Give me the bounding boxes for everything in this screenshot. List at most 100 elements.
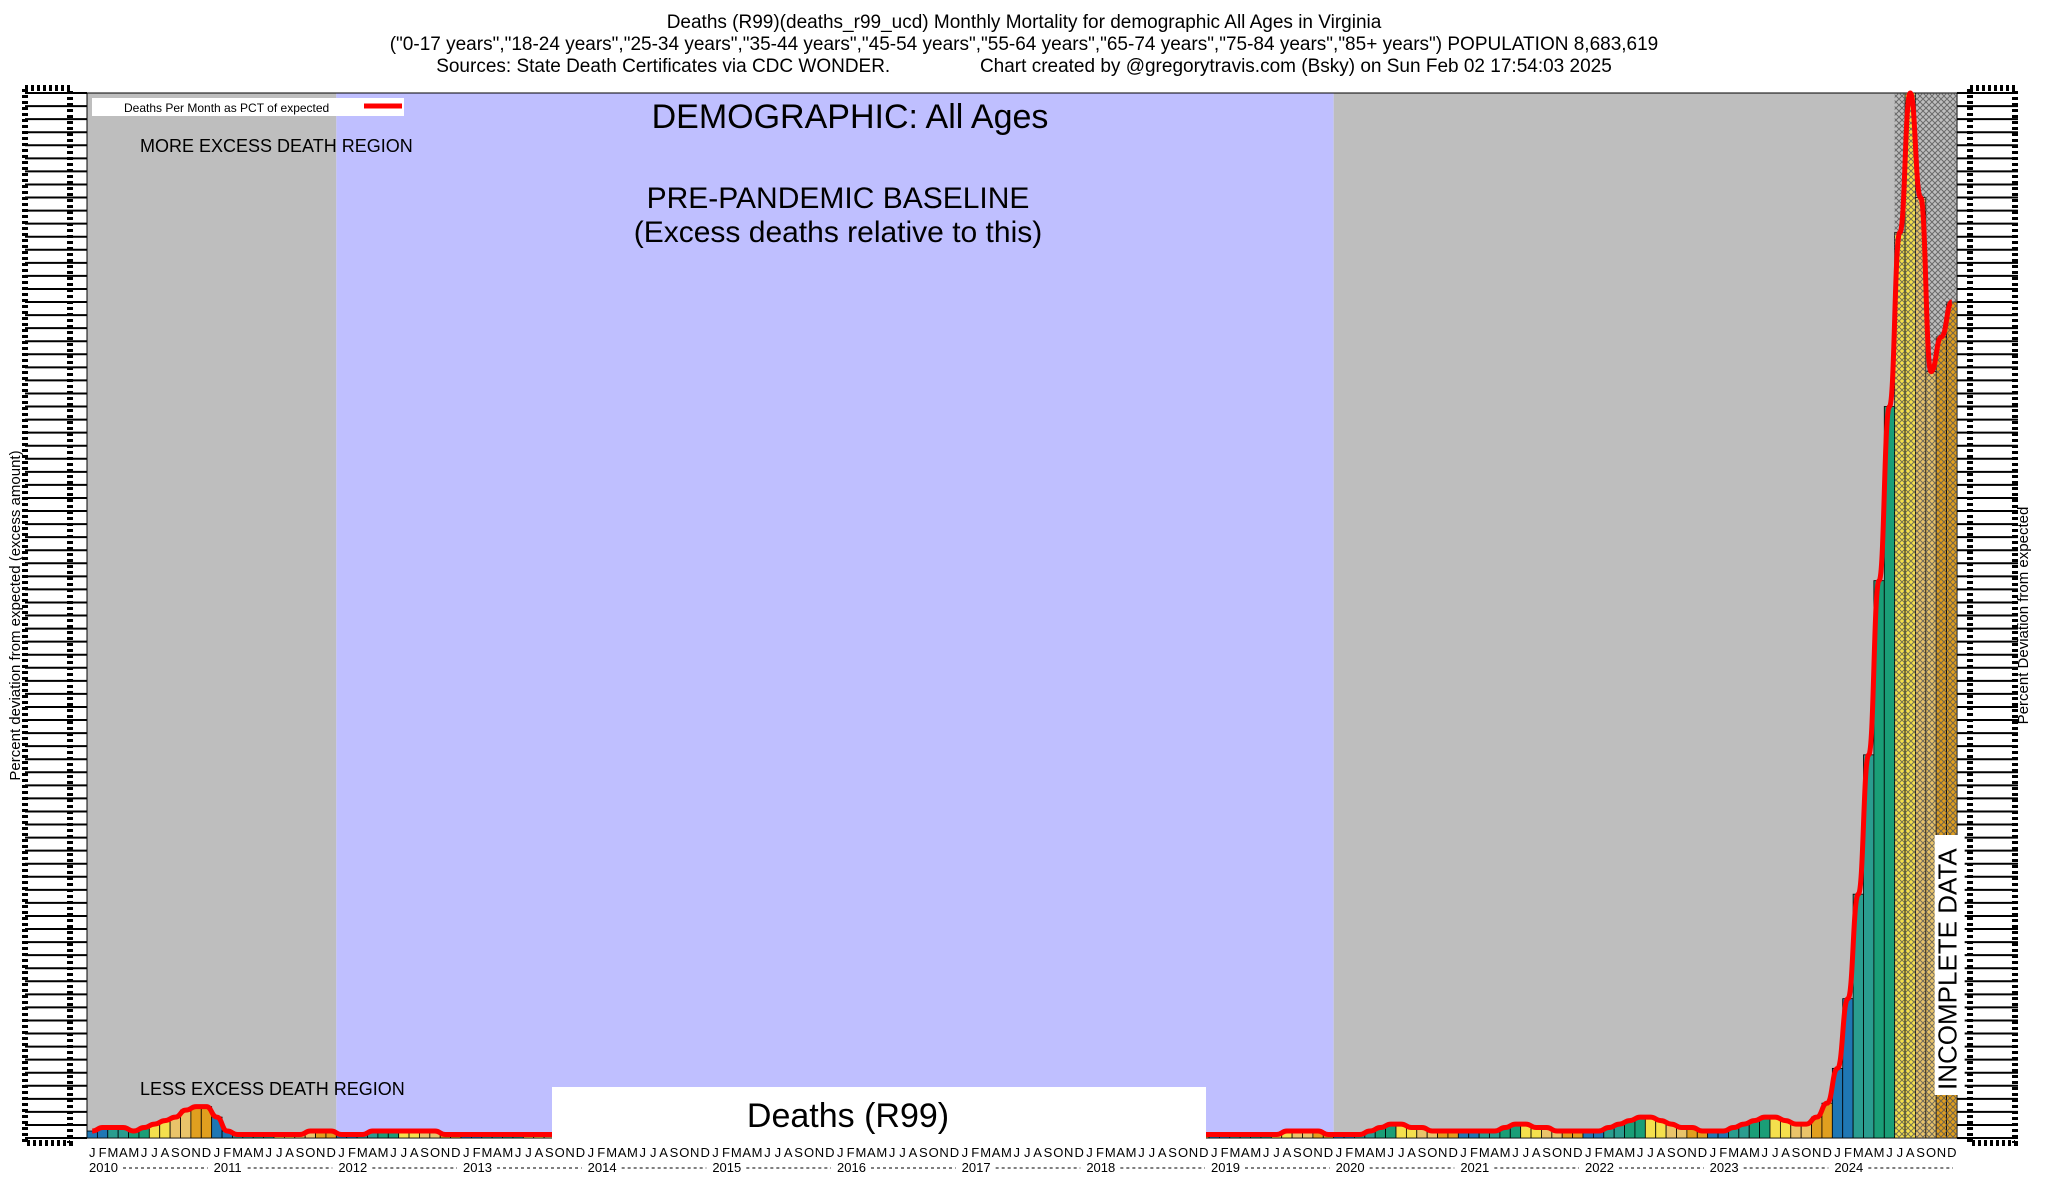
month-tick-label: J	[1149, 1145, 1156, 1160]
month-tick-label: O	[1427, 1145, 1437, 1160]
pre-baseline-region	[87, 93, 337, 1138]
month-tick-label: S	[420, 1145, 429, 1160]
month-tick-label: J	[1460, 1145, 1467, 1160]
month-tick-label: A	[1241, 1145, 1250, 1160]
month-tick-label: S	[1916, 1145, 1925, 1160]
month-tick-label: N	[565, 1145, 574, 1160]
month-tick-label: D	[576, 1145, 585, 1160]
month-tick-label: M	[1749, 1145, 1760, 1160]
month-tick-label: J	[401, 1145, 408, 1160]
month-tick-label: A	[368, 1145, 377, 1160]
left-axis	[22, 85, 87, 1146]
month-tick-label: D	[1947, 1145, 1956, 1160]
month-tick-label: N	[1064, 1145, 1073, 1160]
month-tick-label: O	[1178, 1145, 1188, 1160]
year-tick-label: 2016	[837, 1160, 866, 1175]
month-tick-label: D	[1074, 1145, 1083, 1160]
year-tick-label: 2011	[214, 1160, 242, 1175]
month-tick-label: D	[825, 1145, 834, 1160]
y-axis-title-left: Percent deviation from expected (excess …	[7, 450, 24, 780]
month-tick-label: N	[690, 1145, 699, 1160]
month-tick-label: S	[919, 1145, 928, 1160]
month-tick-label: A	[784, 1145, 793, 1160]
year-tick-label: 2019	[1211, 1160, 1240, 1175]
month-tick-label: J	[1273, 1145, 1280, 1160]
month-tick-label: O	[804, 1145, 814, 1160]
baseline-sublabel: (Excess deaths relative to this)	[634, 216, 1043, 249]
month-tick-label: S	[1418, 1145, 1427, 1160]
month-tick-label: M	[1354, 1145, 1365, 1160]
bar	[190, 1106, 202, 1139]
month-tick-label: M	[1230, 1145, 1241, 1160]
month-tick-label: A	[161, 1145, 170, 1160]
month-tick-label: J	[1772, 1145, 1779, 1160]
month-tick-label: F	[348, 1145, 356, 1160]
month-tick-label: A	[867, 1145, 876, 1160]
month-tick-label: M	[357, 1145, 368, 1160]
legend-box	[92, 98, 404, 116]
month-tick-label: M	[1728, 1145, 1739, 1160]
bottom-label: Deaths (R99)	[747, 1097, 949, 1135]
month-tick-label: M	[876, 1145, 887, 1160]
year-tick-label: 2010	[89, 1160, 118, 1175]
month-tick-label: O	[1677, 1145, 1687, 1160]
month-tick-label: J	[1398, 1145, 1405, 1160]
month-tick-label: J	[515, 1145, 522, 1160]
month-tick-label: J	[1024, 1145, 1031, 1160]
month-tick-label: D	[1822, 1145, 1831, 1160]
month-tick-label: D	[1324, 1145, 1333, 1160]
month-tick-label: J	[764, 1145, 771, 1160]
month-tick-label: J	[266, 1145, 273, 1160]
month-tick-label: F	[847, 1145, 855, 1160]
month-tick-label: D	[326, 1145, 335, 1160]
month-tick-label: M	[253, 1145, 264, 1160]
month-tick-label: A	[992, 1145, 1001, 1160]
month-tick-label: A	[1116, 1145, 1125, 1160]
month-tick-label: S	[1293, 1145, 1302, 1160]
month-tick-label: J	[214, 1145, 221, 1160]
month-tick-label: A	[493, 1145, 502, 1160]
month-tick-label: S	[670, 1145, 679, 1160]
month-tick-label: J	[390, 1145, 397, 1160]
month-tick-label: A	[1615, 1145, 1624, 1160]
month-tick-label: A	[535, 1145, 544, 1160]
month-tick-label: O	[1053, 1145, 1063, 1160]
month-tick-label: S	[1542, 1145, 1551, 1160]
month-tick-label: F	[1719, 1145, 1727, 1160]
month-tick-label: F	[1470, 1145, 1478, 1160]
year-tick-label: 2023	[1710, 1160, 1739, 1175]
month-tick-label: J	[1014, 1145, 1021, 1160]
month-tick-label: J	[712, 1145, 719, 1160]
month-tick-label: N	[1438, 1145, 1447, 1160]
month-tick-label: A	[1864, 1145, 1873, 1160]
month-tick-label: S	[296, 1145, 305, 1160]
month-tick-label: M	[980, 1145, 991, 1160]
month-tick-label: M	[378, 1145, 389, 1160]
month-tick-label: A	[1532, 1145, 1541, 1160]
month-tick-label: M	[1874, 1145, 1885, 1160]
month-tick-label: J	[151, 1145, 158, 1160]
month-tick-label: A	[1158, 1145, 1167, 1160]
month-tick-label: M	[731, 1145, 742, 1160]
month-tick-label: N	[815, 1145, 824, 1160]
month-tick-label: J	[1512, 1145, 1519, 1160]
month-tick-label: N	[191, 1145, 200, 1160]
month-tick-label: M	[1479, 1145, 1490, 1160]
month-tick-label: J	[1523, 1145, 1530, 1160]
month-tick-label: S	[1792, 1145, 1801, 1160]
month-tick-label: D	[950, 1145, 959, 1160]
month-tick-label: F	[223, 1145, 231, 1160]
month-tick-label: M	[232, 1145, 243, 1160]
month-tick-label: D	[1698, 1145, 1707, 1160]
month-tick-label: O	[1801, 1145, 1811, 1160]
month-tick-label: N	[939, 1145, 948, 1160]
year-tick-label: 2022	[1585, 1160, 1614, 1175]
month-tick-label: O	[1926, 1145, 1936, 1160]
month-tick-label: F	[1595, 1145, 1603, 1160]
month-tick-label: D	[700, 1145, 709, 1160]
more-excess-label: MORE EXCESS DEATH REGION	[140, 136, 413, 156]
month-tick-label: O	[679, 1145, 689, 1160]
month-tick-label: J	[889, 1145, 896, 1160]
y-axis-title-right: Percent Deviation from expected	[2015, 507, 2032, 725]
